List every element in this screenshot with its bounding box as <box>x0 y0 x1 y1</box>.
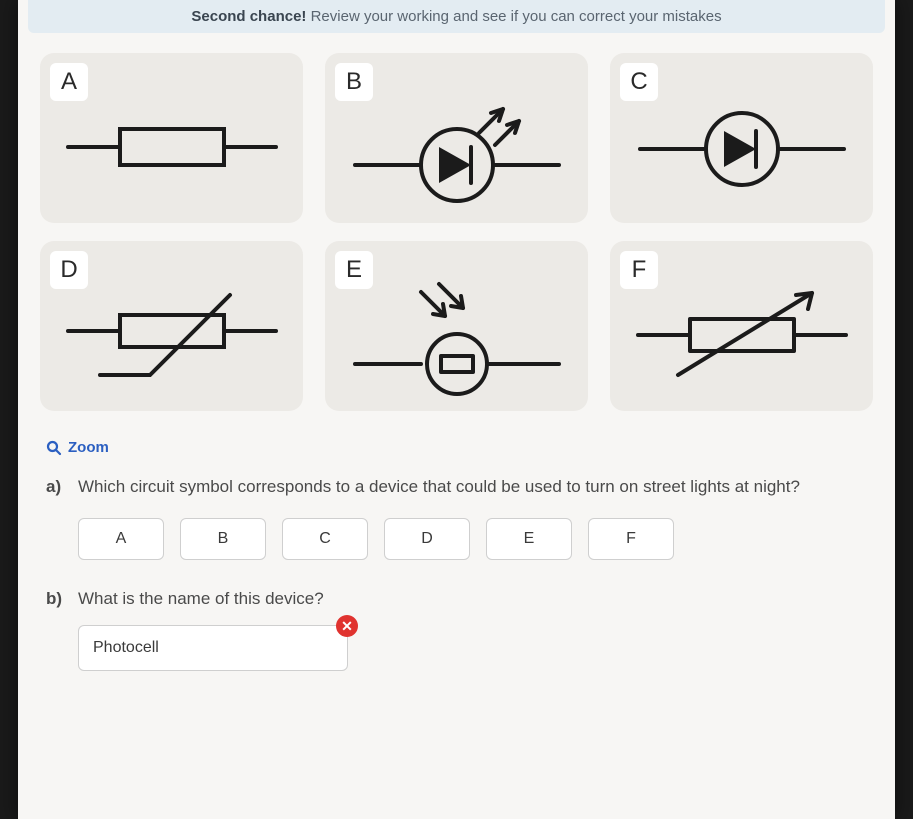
wrong-icon: ✕ <box>336 615 358 637</box>
answer-input-wrap: ✕ <box>78 625 348 671</box>
q-text: Which circuit symbol corresponds to a de… <box>78 474 867 500</box>
option-b-button[interactable]: B <box>180 518 266 560</box>
banner-bold: Second chance! <box>191 8 306 25</box>
answer-input[interactable] <box>78 625 348 671</box>
worksheet-page: Second chance! Review your working and s… <box>18 0 895 819</box>
options-row: A B C D E F <box>46 500 867 570</box>
symbol-card-f: F <box>610 241 873 411</box>
zoom-label: Zoom <box>68 439 109 456</box>
symbol-card-c: C <box>610 53 873 223</box>
option-e-button[interactable]: E <box>486 518 572 560</box>
q-marker: a) <box>46 474 68 500</box>
q-marker: b) <box>46 586 68 612</box>
symbol-card-b: B <box>325 53 588 223</box>
second-chance-banner: Second chance! Review your working and s… <box>28 0 885 33</box>
option-f-button[interactable]: F <box>588 518 674 560</box>
variable-resistor-symbol <box>610 241 873 411</box>
led-symbol <box>325 53 588 223</box>
symbol-card-a: A <box>40 53 303 223</box>
ldr-symbol <box>325 241 588 411</box>
q-text: What is the name of this device? <box>78 586 867 612</box>
option-a-button[interactable]: A <box>78 518 164 560</box>
question-b: b) What is the name of this device? ✕ <box>18 574 895 676</box>
question-a: a) Which circuit symbol corresponds to a… <box>18 462 895 574</box>
symbol-card-e: E <box>325 241 588 411</box>
thermistor-symbol <box>40 241 303 411</box>
resistor-symbol <box>40 53 303 223</box>
symbols-grid: A B <box>18 33 895 421</box>
zoom-button[interactable]: Zoom <box>18 421 895 462</box>
zoom-icon <box>46 440 62 456</box>
option-c-button[interactable]: C <box>282 518 368 560</box>
symbol-card-d: D <box>40 241 303 411</box>
banner-rest: Review your working and see if you can c… <box>306 8 721 25</box>
option-d-button[interactable]: D <box>384 518 470 560</box>
diode-symbol <box>610 53 873 223</box>
